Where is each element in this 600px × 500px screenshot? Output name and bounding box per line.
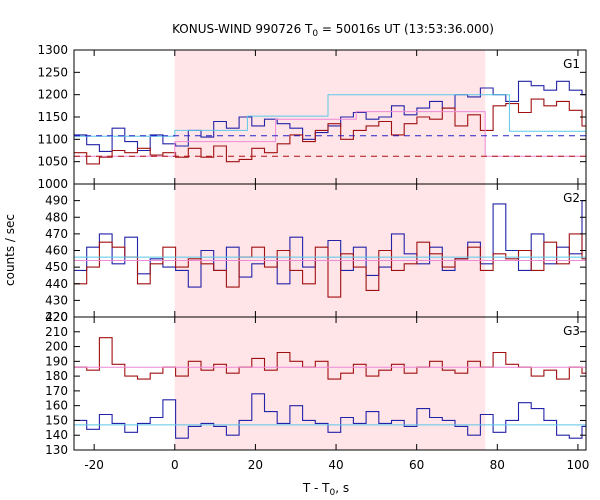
y-tick-label: 460 (45, 244, 68, 258)
y-tick-label: 150 (45, 413, 68, 427)
y-tick-label: 1000 (37, 177, 68, 191)
panel-g1: 1000 1050 1100 1150 1200 1250 1300 G1 (37, 43, 587, 191)
y-tick-label: 470 (45, 227, 68, 241)
y-tick-label: 190 (45, 354, 68, 368)
title-main: KONUS-WIND 990726 T (172, 22, 313, 36)
x-label-subscript: 0 (330, 488, 336, 498)
x-tick-label: 60 (409, 458, 424, 472)
series-blue-histogram (74, 200, 586, 288)
x-tick-label: 80 (490, 458, 505, 472)
panel-label: G2 (563, 191, 580, 205)
y-tick-label: 1250 (37, 65, 68, 79)
y-tick-label: 1200 (37, 88, 68, 102)
x-tick-label: 20 (248, 458, 263, 472)
shaded-interval (174, 50, 486, 184)
series-blue-histogram (74, 393, 586, 439)
x-label-rest: , s (335, 481, 349, 495)
chart-title: KONUS-WIND 990726 T0 = 50016s UT (13:53:… (172, 22, 494, 39)
panel-label: G3 (563, 324, 580, 338)
y-axis-label: counts / sec (3, 214, 17, 286)
y-tick-label: 480 (45, 210, 68, 224)
shaded-interval (174, 317, 486, 450)
panels: 1000105011001150120012501300G14204304404… (37, 43, 589, 472)
y-tick-label: 1300 (37, 43, 68, 57)
x-label-main: T - T (302, 481, 330, 495)
series-group (74, 337, 586, 439)
x-tick-label: -20 (84, 458, 104, 472)
y-tick-label: 450 (45, 260, 68, 274)
series-blue-histogram (74, 80, 586, 152)
series-group (74, 80, 586, 165)
series-red-histogram (74, 233, 586, 298)
y-tick-label: 200 (45, 340, 68, 354)
y-tick-label: 420 (45, 310, 68, 324)
panel-frame (73, 316, 587, 451)
panel-label: G1 (563, 57, 580, 71)
y-tick-label: 210 (45, 325, 68, 339)
x-tick-label: 100 (566, 458, 589, 472)
y-tick-label: 170 (45, 384, 68, 398)
panel-g2: 420 430 440 450 460 470 480 490 G2 (45, 183, 587, 324)
series-cyan-fit (74, 94, 586, 137)
y-tick-label: 130 (45, 443, 68, 457)
y-tick-label: 1050 (37, 155, 68, 169)
x-tick-label: 40 (328, 458, 343, 472)
y-tick-label: 1100 (37, 132, 68, 146)
series-red-histogram (74, 98, 586, 165)
y-tick-label: 160 (45, 399, 68, 413)
y-tick-label: 140 (45, 428, 68, 442)
y-tick-label: 1150 (37, 110, 68, 124)
y-tick-label: 490 (45, 194, 68, 208)
y-tick-label: 220 (45, 310, 68, 324)
y-tick-label: 430 (45, 293, 68, 307)
series-group (74, 200, 586, 298)
y-tick-label: 440 (45, 277, 68, 291)
x-axis-label: T - T0, s (302, 481, 349, 498)
title-rest: = 50016s UT (13:53:36.000) (318, 22, 494, 36)
x-tick-label: 0 (171, 458, 179, 472)
title-subscript: 0 (312, 29, 318, 39)
y-tick-label: 180 (45, 369, 68, 383)
series-pink-fit (74, 111, 586, 157)
